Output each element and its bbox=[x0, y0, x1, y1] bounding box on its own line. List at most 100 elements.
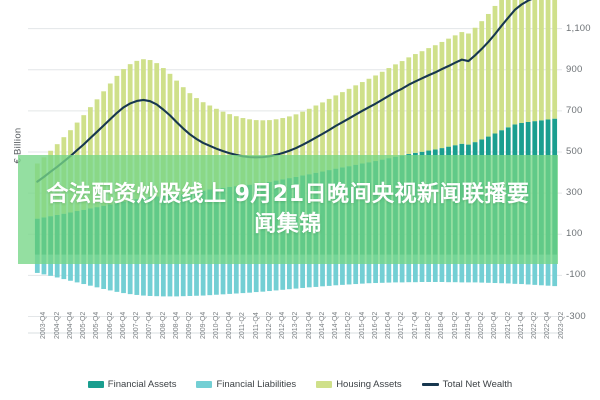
bar-financial-liabilities bbox=[399, 254, 405, 283]
bar-financial-liabilities bbox=[74, 254, 80, 283]
bar-housing-assets bbox=[346, 88, 352, 167]
bar-housing-assets bbox=[539, 0, 544, 121]
bar-housing-assets bbox=[154, 63, 160, 197]
bar-housing-assets bbox=[121, 69, 126, 202]
bar-financial-liabilities bbox=[293, 254, 299, 289]
x-axis-tick-label: 2018-Q2 bbox=[425, 311, 433, 339]
bar-housing-assets bbox=[260, 120, 266, 183]
bar-housing-assets bbox=[386, 68, 392, 159]
bar-financial-liabilities bbox=[472, 254, 478, 283]
bar-housing-assets bbox=[101, 91, 107, 206]
x-axis-tick-label: 2008-Q2 bbox=[159, 311, 167, 339]
bar-housing-assets bbox=[180, 87, 186, 195]
x-axis-tick-label: 2016-Q2 bbox=[371, 311, 379, 339]
bar-housing-assets bbox=[379, 71, 385, 160]
bar-financial-liabilities bbox=[180, 254, 186, 297]
bar-housing-assets bbox=[472, 27, 478, 143]
bar-financial-liabilities bbox=[373, 254, 378, 284]
x-axis-tick-label: 2011-Q4 bbox=[252, 312, 260, 339]
bar-financial-liabilities bbox=[333, 254, 339, 286]
bar-financial-liabilities bbox=[121, 254, 126, 294]
bar-financial-liabilities bbox=[233, 254, 239, 294]
bar-financial-liabilities bbox=[41, 254, 47, 275]
bar-housing-assets bbox=[432, 45, 438, 150]
bar-housing-assets bbox=[114, 75, 120, 203]
x-axis-tick-label: 2019-Q2 bbox=[451, 311, 459, 339]
bar-housing-assets bbox=[280, 118, 286, 180]
bar-housing-assets bbox=[512, 0, 518, 125]
legend-item[interactable]: Total Net Wealth bbox=[421, 379, 513, 390]
bar-financial-liabilities bbox=[227, 254, 233, 294]
bar-financial-liabilities bbox=[48, 254, 53, 276]
legend-label: Financial Liabilities bbox=[216, 379, 297, 390]
bar-financial-liabilities bbox=[353, 254, 359, 285]
chart-legend: Financial Assets Financial Liabilities Hou… bbox=[0, 379, 600, 390]
bar-financial-liabilities bbox=[519, 254, 524, 285]
x-axis-tick-label: 2020-Q4 bbox=[491, 311, 499, 339]
bar-housing-assets bbox=[194, 98, 199, 192]
x-axis-tick-label: 2008-Q4 bbox=[172, 311, 180, 339]
bar-housing-assets bbox=[373, 75, 378, 162]
bar-housing-assets bbox=[532, 0, 538, 122]
y-axis-tick-label: -100 bbox=[566, 269, 586, 281]
bar-housing-assets bbox=[499, 0, 505, 131]
bar-financial-liabilities bbox=[286, 254, 292, 290]
legend-color-swatch bbox=[87, 381, 104, 388]
bar-financial-liabilities bbox=[127, 254, 133, 295]
bar-housing-assets bbox=[393, 64, 398, 157]
bar-financial-liabilities bbox=[247, 254, 252, 293]
bar-housing-assets bbox=[406, 57, 412, 155]
bar-housing-assets bbox=[160, 68, 166, 197]
bar-financial-liabilities bbox=[386, 254, 392, 283]
bar-financial-liabilities bbox=[432, 254, 438, 282]
bar-housing-assets bbox=[505, 0, 511, 128]
x-axis-tick-label: 2021-Q2 bbox=[504, 311, 512, 339]
bar-housing-assets bbox=[200, 102, 206, 191]
bar-financial-liabilities bbox=[273, 254, 279, 291]
y-axis-tick-label: 700 bbox=[566, 104, 583, 116]
bar-financial-liabilities bbox=[393, 254, 398, 283]
bar-financial-liabilities bbox=[485, 254, 491, 283]
bar-financial-liabilities bbox=[200, 254, 206, 296]
x-axis-tick-label: 2015-Q4 bbox=[358, 311, 366, 339]
x-axis-tick-label: 2005-Q2 bbox=[80, 311, 88, 339]
bar-financial-liabilities bbox=[359, 254, 365, 284]
bar-financial-liabilities bbox=[107, 254, 113, 291]
legend-item[interactable]: Housing Assets bbox=[316, 379, 402, 390]
bar-financial-liabilities bbox=[154, 254, 160, 297]
bar-housing-assets bbox=[545, 0, 551, 120]
y-axis-tick-label: 1,100 bbox=[566, 22, 591, 34]
y-axis-tick-label: 500 bbox=[566, 145, 583, 157]
bar-housing-assets bbox=[286, 116, 292, 179]
x-axis-tick-label: 2016-Q4 bbox=[385, 311, 393, 339]
bar-housing-assets bbox=[220, 111, 226, 188]
bar-financial-liabilities bbox=[87, 254, 93, 286]
legend-label: Total Net Wealth bbox=[442, 379, 513, 390]
y-axis-tick-label: 100 bbox=[566, 228, 583, 240]
x-axis-tick-label: 2004-Q2 bbox=[53, 311, 61, 339]
x-axis-tick-label: 2017-Q4 bbox=[411, 311, 419, 339]
bar-financial-liabilities bbox=[300, 254, 306, 288]
bar-housing-assets bbox=[233, 116, 239, 187]
bar-financial-liabilities bbox=[539, 254, 544, 286]
bar-financial-liabilities bbox=[94, 254, 100, 288]
legend-color-swatch bbox=[316, 381, 333, 388]
x-axis-tick-label: 2004-Q4 bbox=[66, 311, 74, 339]
bar-housing-assets bbox=[174, 80, 179, 195]
legend-item[interactable]: Financial Liabilities bbox=[196, 379, 296, 390]
x-axis-tick-label: 2012-Q2 bbox=[265, 311, 273, 339]
bar-financial-liabilities bbox=[552, 254, 558, 287]
y-axis-tick-label: 900 bbox=[566, 63, 583, 75]
bar-financial-liabilities bbox=[207, 254, 213, 296]
bar-housing-assets bbox=[167, 73, 173, 196]
bar-housing-assets bbox=[353, 85, 359, 165]
bar-housing-assets bbox=[359, 82, 365, 164]
bar-financial-liabilities bbox=[532, 254, 538, 285]
bar-housing-assets bbox=[485, 13, 491, 137]
bar-housing-assets bbox=[141, 59, 146, 198]
bar-housing-assets bbox=[227, 114, 233, 187]
x-axis-tick-label: 2019-Q4 bbox=[464, 311, 472, 339]
legend-item[interactable]: Financial Assets bbox=[87, 379, 176, 390]
bar-financial-liabilities bbox=[306, 254, 312, 288]
